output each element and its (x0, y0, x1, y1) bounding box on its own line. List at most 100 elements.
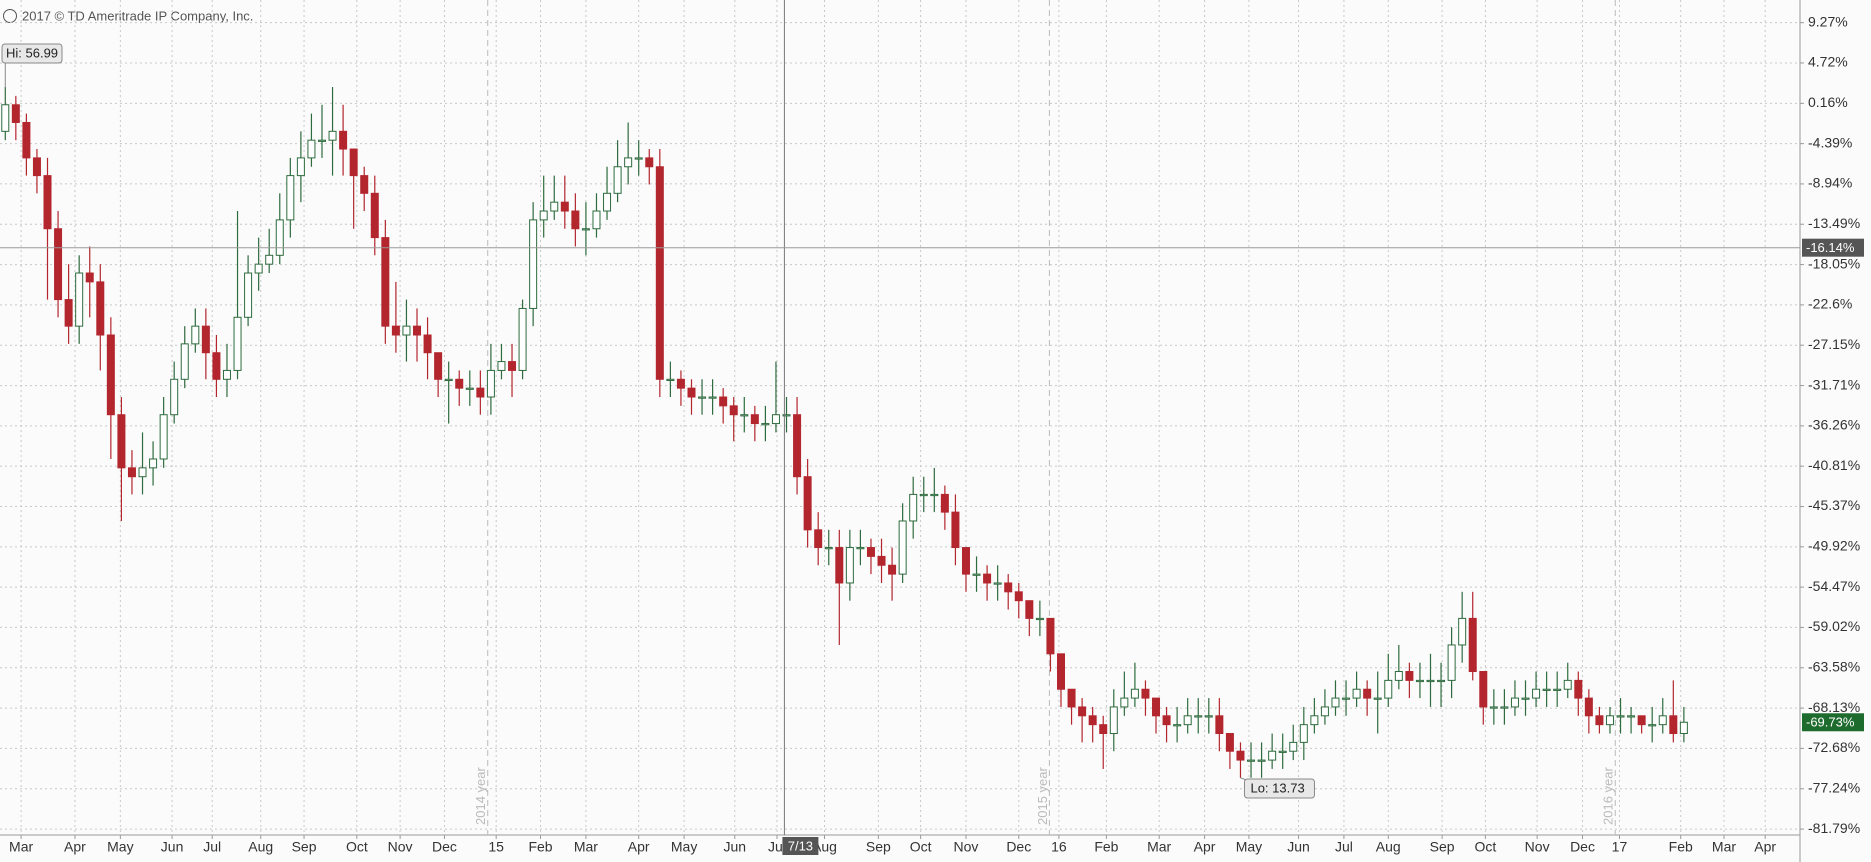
candle-body (75, 272, 84, 327)
crosshair-x-box (782, 837, 819, 855)
candle-body (529, 219, 538, 309)
candle-body (1109, 706, 1118, 735)
y-tick-label: -63.58% (1808, 659, 1860, 675)
x-tick-label: Oct (910, 839, 932, 855)
x-tick-label: Feb (1669, 839, 1693, 855)
candle-body (603, 192, 612, 212)
candle-body (740, 414, 749, 417)
x-tick-label: May (671, 839, 697, 855)
year-label: 2014 year (473, 767, 488, 825)
candle-body (803, 476, 812, 531)
y-tick-label: 4.72% (1808, 54, 1848, 70)
candle-body (1310, 715, 1319, 726)
candle-body (1532, 688, 1541, 699)
x-tick-label: Apr (628, 839, 650, 855)
candle-body (138, 467, 147, 478)
x-tick-label: 15 (488, 839, 504, 855)
candle-body (170, 378, 179, 416)
candle-body (993, 582, 1002, 585)
x-tick-label: Feb (528, 839, 552, 855)
candle-body (1078, 706, 1087, 717)
candle-body (719, 396, 728, 407)
x-tick-label: 16 (1051, 839, 1067, 855)
candle-body (1152, 697, 1161, 717)
year-label: 2016 year (1601, 767, 1616, 825)
candle-body (1004, 582, 1013, 593)
y-tick-label: -45.37% (1808, 497, 1860, 513)
candle-body (1669, 715, 1678, 735)
candle-body (961, 547, 970, 575)
y-tick-label: -59.02% (1808, 618, 1860, 634)
x-tick-label: Jul (1335, 839, 1353, 855)
candle-body (877, 555, 886, 566)
candle-body (444, 378, 453, 381)
candle-body (676, 378, 685, 389)
candle-body (413, 325, 422, 336)
candle-body (634, 157, 643, 160)
candle-body (159, 414, 168, 460)
candle-body (1099, 724, 1108, 735)
crosshair-y-label: -16.14% (1806, 240, 1855, 255)
x-tick-label: Dec (432, 839, 457, 855)
candle-body (1289, 741, 1298, 752)
candle-body (32, 157, 41, 177)
y-tick-label: -18.05% (1808, 255, 1860, 271)
candle-body (571, 210, 580, 230)
candle-body (1352, 688, 1361, 699)
candle-body (1447, 644, 1456, 681)
candle-body (1437, 679, 1446, 683)
candle-body (1320, 706, 1329, 717)
candle-body (465, 387, 474, 390)
x-tick-label: Feb (1094, 839, 1118, 855)
y-tick-label: -68.13% (1808, 699, 1860, 715)
candle-body (54, 228, 63, 301)
candle-body (1563, 679, 1572, 690)
candle-body (1415, 679, 1424, 683)
y-tick-label: -49.92% (1808, 538, 1860, 554)
candle-body (1247, 759, 1256, 762)
candle-body (666, 378, 675, 381)
lo-box (1243, 778, 1315, 799)
candle-body (1394, 671, 1403, 681)
x-tick-label: Sep (292, 839, 317, 855)
candle-body (814, 529, 823, 549)
candle-body (1553, 688, 1562, 691)
candle-body (1299, 724, 1308, 743)
candle-body (1605, 715, 1614, 726)
x-tick-label: Sep (1430, 839, 1455, 855)
candle-body (349, 148, 358, 177)
y-tick-label: -36.26% (1808, 417, 1860, 433)
candle-body (497, 361, 506, 371)
candle-body (1648, 724, 1657, 727)
x-tick-label: Jul (768, 839, 786, 855)
candle-body (244, 272, 253, 318)
x-tick-label: Dec (1570, 839, 1595, 855)
candle-body (761, 423, 770, 426)
candle-body (919, 493, 928, 497)
candle-body (265, 254, 274, 265)
candle-body (940, 493, 949, 513)
candle-body (455, 378, 464, 389)
candle-body (845, 547, 854, 584)
year-label: 2015 year (1035, 767, 1050, 825)
y-tick-label: -22.6% (1808, 296, 1852, 312)
candle-body (835, 547, 844, 584)
candle-body (1574, 679, 1583, 699)
candle-body (1584, 697, 1593, 717)
candle-body (972, 573, 981, 576)
candle-body (1268, 750, 1277, 761)
candle-body (22, 121, 31, 159)
candle-body (1342, 697, 1351, 700)
candle-body (1067, 688, 1076, 708)
candle-body (1183, 715, 1192, 726)
x-tick-label: Nov (954, 839, 979, 855)
x-tick-label: Oct (1475, 839, 1497, 855)
candle-body (296, 157, 305, 177)
candle-body (1426, 679, 1435, 683)
candle-body (1384, 679, 1393, 699)
candle-body (592, 210, 601, 230)
candle-body (476, 387, 485, 398)
candle-body (85, 272, 94, 283)
